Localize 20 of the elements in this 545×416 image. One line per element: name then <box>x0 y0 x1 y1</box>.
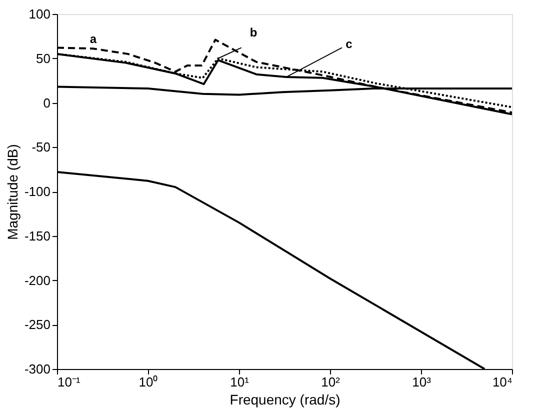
y-tick-label: -300 <box>24 362 50 376</box>
y-tick-label: -100 <box>24 184 50 199</box>
x-axis-title: Frequency (rad/s) <box>230 392 340 408</box>
y-tick-label: -50 <box>32 140 50 155</box>
x-tick-label: 10⁴ <box>492 374 512 390</box>
annotation: b <box>250 26 258 40</box>
x-tick-label: 10³ <box>412 374 432 390</box>
y-tick-label: 50 <box>36 50 50 66</box>
annotation: c <box>346 37 353 52</box>
x-tick-label: 10⁻¹ <box>58 374 81 390</box>
y-tick-label: -200 <box>24 272 50 288</box>
annotation: a <box>90 32 97 46</box>
y-tick-label: -250 <box>24 317 50 332</box>
y-tick-label: 0 <box>43 95 50 110</box>
x-tick-label: 10¹ <box>230 374 250 390</box>
y-tick-label: 100 <box>28 6 50 22</box>
y-axis-title: Magnitude (dB) <box>4 144 20 240</box>
x-tick-label: 10² <box>321 374 341 390</box>
y-tick-label: -150 <box>24 228 50 244</box>
x-tick-label: 10⁰ <box>138 374 158 390</box>
